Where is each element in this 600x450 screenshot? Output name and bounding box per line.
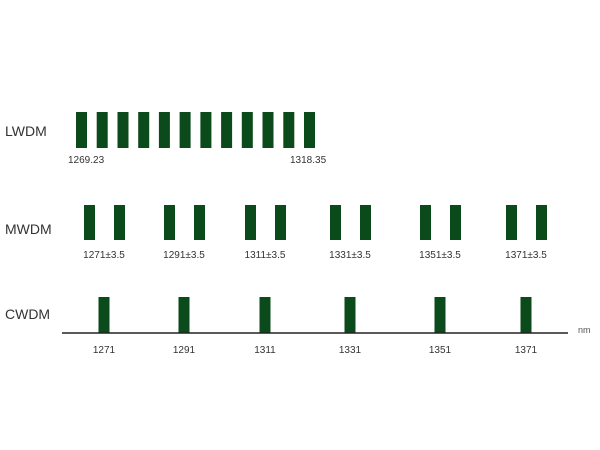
lwdm-start-label: 1269.23 — [68, 155, 105, 166]
cwdm-channel-bar — [178, 297, 190, 333]
mwdm-channel-bar — [245, 205, 256, 240]
mwdm-channel-bar — [330, 205, 341, 240]
cwdm-channel-label: 1371 — [515, 345, 538, 356]
lwdm-channel-bar — [117, 112, 129, 148]
mwdm-channel-bar — [450, 205, 461, 240]
lwdm-end-label: 1318.35 — [290, 155, 327, 166]
mwdm-group-label: 1291±3.5 — [163, 250, 205, 261]
cwdm-channel-label: 1291 — [173, 345, 196, 356]
mwdm-channel-bar — [360, 205, 371, 240]
cwdm-channel-group — [98, 297, 532, 333]
mwdm-group-label: 1311±3.5 — [245, 250, 286, 261]
mwdm-channel-group — [84, 205, 547, 240]
cwdm-channel-bar — [434, 297, 446, 333]
lwdm-channel-bar — [76, 112, 87, 148]
cwdm-channel-bar — [344, 297, 356, 333]
lwdm-channel-bar — [283, 112, 295, 148]
mwdm-channel-bar — [194, 205, 205, 240]
lwdm-channel-bar — [96, 112, 108, 148]
lwdm-channel-bar — [158, 112, 170, 148]
mwdm-channel-bar — [506, 205, 517, 240]
lwdm-channel-group — [76, 112, 315, 148]
lwdm-channel-bar — [304, 112, 315, 148]
mwdm-channel-bar — [114, 205, 125, 240]
cwdm-channel-label: 1271 — [93, 345, 116, 356]
lwdm-channel-bar — [138, 112, 150, 148]
cwdm-channel-label: 1351 — [429, 345, 452, 356]
unit-label: nm — [578, 325, 591, 335]
lwdm-channel-bar — [262, 112, 274, 148]
lwdm-channel-bar — [241, 112, 253, 148]
mwdm-group-label: 1371±3.5 — [505, 250, 547, 261]
cwdm-channel-bar — [259, 297, 271, 333]
lwdm-channel-bar — [221, 112, 233, 148]
mwdm-channel-bar — [536, 205, 547, 240]
mwdm-channel-bar — [420, 205, 431, 240]
cwdm-channel-label: 1331 — [339, 345, 362, 356]
cwdm-row-label: CWDM — [5, 306, 50, 322]
mwdm-channel-bar — [84, 205, 95, 240]
mwdm-channel-bar — [164, 205, 175, 240]
mwdm-label-group: 1271±3.5 1291±3.5 1311±3.5 1331±3.5 1351±3.5… — [83, 250, 547, 261]
mwdm-row-label: MWDM — [5, 221, 52, 237]
cwdm-channel-label: 1311 — [254, 345, 276, 356]
lwdm-channel-bar — [200, 112, 212, 148]
cwdm-channel-bar — [520, 297, 532, 333]
mwdm-group-label: 1331±3.5 — [329, 250, 371, 261]
lwdm-channel-bar — [179, 112, 191, 148]
cwdm-channel-bar — [98, 297, 110, 333]
mwdm-channel-bar — [275, 205, 286, 240]
lwdm-row-label: LWDM — [5, 123, 47, 139]
cwdm-label-group: 1271 1291 1311 1331 1351 1371 — [93, 345, 538, 356]
mwdm-group-label: 1271±3.5 — [83, 250, 125, 261]
mwdm-group-label: 1351±3.5 — [419, 250, 461, 261]
